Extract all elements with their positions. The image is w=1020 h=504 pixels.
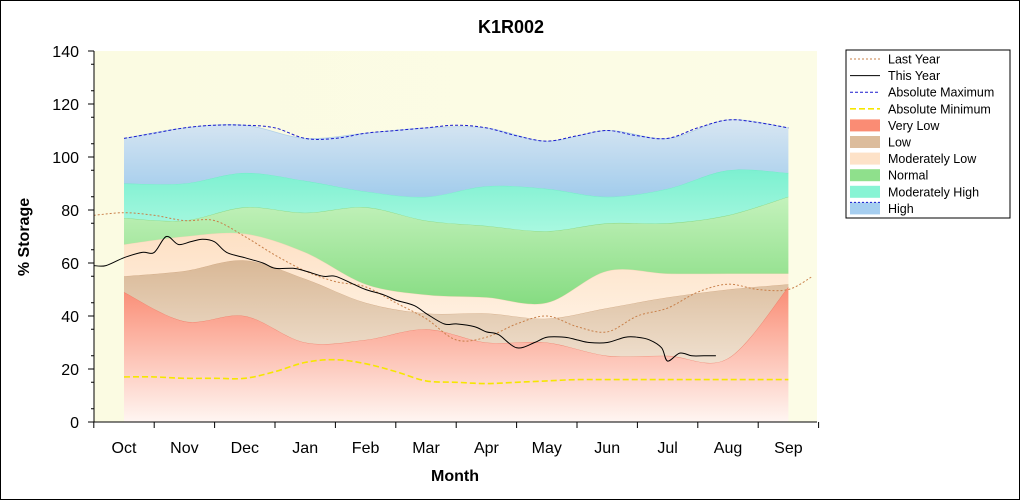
- x-tick-label: Dec: [231, 440, 259, 457]
- legend-label-moderately-low: Moderately Low: [888, 152, 977, 166]
- legend-label-abs-min: Absolute Minimum: [888, 102, 991, 116]
- legend-swatch-low: [850, 136, 880, 148]
- legend-label-very-low: Very Low: [888, 119, 940, 133]
- legend-label-this-year: This Year: [888, 69, 940, 83]
- x-tick-label: Jan: [292, 440, 318, 457]
- band-very-low-edge: [123, 286, 789, 364]
- legend-label-abs-max: Absolute Maximum: [888, 86, 994, 100]
- band-high: [124, 119, 789, 197]
- y-tick-label: 100: [52, 150, 79, 167]
- series-abs-min: [123, 358, 789, 385]
- x-tick-label: May: [532, 440, 562, 457]
- series-this-year: [93, 235, 716, 362]
- x-tick-label: Jul: [657, 440, 677, 457]
- band-layer: [123, 119, 789, 422]
- y-tick-label: 60: [61, 256, 79, 273]
- x-tick-label: Sep: [774, 440, 803, 457]
- band-very-low: [124, 286, 789, 422]
- y-tick-label: 20: [61, 362, 79, 379]
- x-tick-label: Mar: [412, 440, 440, 457]
- x-tick-label: Oct: [112, 440, 137, 457]
- series-abs-max: [123, 119, 789, 142]
- band-low: [124, 260, 789, 363]
- x-tick-label: Apr: [474, 440, 500, 457]
- legend-label-moderately-high: Moderately High: [888, 185, 979, 199]
- band-moderately-low: [124, 232, 789, 319]
- series-last-year: [93, 212, 813, 342]
- legend: Last Year This Year Absolute Maximum Absolu…: [845, 49, 1011, 219]
- band-moderately-high: [124, 169, 789, 232]
- x-tick-label: Jun: [594, 440, 620, 457]
- legend-swatch-moderately-high: [850, 185, 880, 198]
- x-tick-label: Aug: [714, 440, 742, 457]
- chart-title: K1R002: [478, 17, 544, 37]
- x-axis-label: Month: [431, 468, 479, 485]
- legend-swatch-normal: [850, 169, 880, 182]
- x-ticks: Oct Nov Dec Jan Feb Mar Apr May Jun Jul Aug Sep: [93, 422, 820, 457]
- y-axis-label: % Storage: [16, 198, 33, 276]
- y-tick-label: 80: [61, 203, 79, 220]
- y-ticks: 0 20 40 60 80 100 120 140: [52, 44, 94, 432]
- x-tick-label: Feb: [352, 440, 380, 457]
- y-tick-label: 40: [61, 309, 79, 326]
- band-high-edge: [123, 119, 789, 142]
- legend-label-normal: Normal: [888, 169, 928, 183]
- legend-swatch-very-low: [850, 119, 880, 132]
- legend-swatch-moderately-low: [850, 152, 880, 165]
- legend-label-high: High: [888, 202, 914, 216]
- legend-label-last-year: Last Year: [888, 53, 940, 67]
- y-tick-label: 120: [52, 97, 79, 114]
- band-normal: [124, 196, 789, 305]
- series-layer: [93, 119, 813, 385]
- y-tick-label: 140: [52, 44, 79, 61]
- y-tick-label: 0: [70, 415, 79, 432]
- x-tick-label: Nov: [170, 440, 198, 457]
- legend-swatch-high: [850, 202, 880, 215]
- legend-label-low: Low: [888, 136, 912, 150]
